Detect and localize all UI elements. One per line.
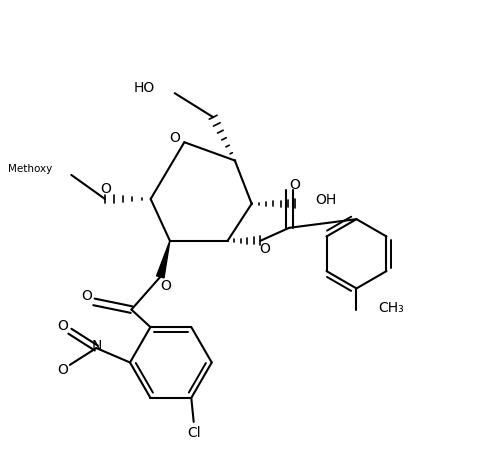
Text: O: O [57, 362, 68, 377]
Text: O: O [161, 279, 171, 294]
Text: O: O [260, 243, 270, 256]
Text: O: O [57, 320, 68, 333]
Text: OH: OH [315, 193, 336, 207]
Text: O: O [169, 131, 180, 145]
Text: HO: HO [133, 81, 155, 95]
Text: O: O [101, 182, 111, 196]
Polygon shape [157, 241, 170, 278]
Text: N: N [91, 338, 102, 353]
Text: CH₃: CH₃ [378, 301, 404, 315]
Text: Methoxy: Methoxy [8, 164, 52, 174]
Text: Cl: Cl [187, 426, 201, 439]
Text: O: O [289, 177, 301, 192]
Text: O: O [81, 289, 92, 303]
